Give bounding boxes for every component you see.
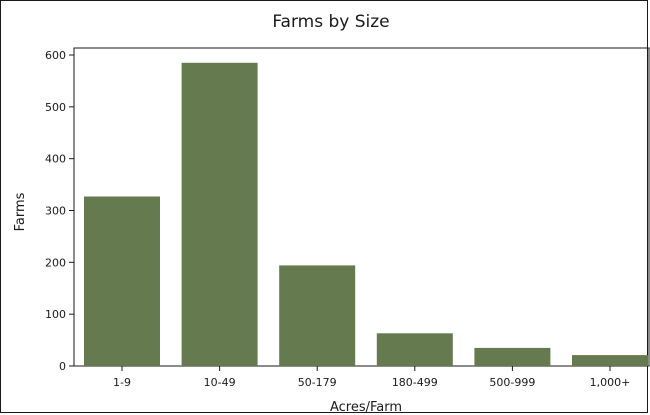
bars-group — [84, 62, 648, 367]
bar-5 — [572, 355, 648, 366]
bar-4 — [474, 347, 551, 366]
y-axis: 0 100 200 300 400 500 600 — [45, 49, 74, 373]
y-axis-label: Farms — [13, 192, 28, 231]
x-tick-label: 50-179 — [298, 376, 337, 389]
x-axis-label: Acres/Farm — [330, 400, 402, 415]
plot-area — [73, 47, 650, 367]
x-tick-label: 180-499 — [392, 376, 438, 389]
chart-title: Farms by Size — [272, 12, 389, 32]
bar-3 — [376, 333, 453, 366]
y-tick-label: 100 — [45, 308, 66, 321]
x-tick-label: 1,000+ — [590, 376, 631, 389]
y-tick-label: 400 — [45, 153, 66, 166]
x-tick-label: 500-999 — [489, 376, 535, 389]
x-axis: 1-9 10-49 50-179 180-499 500-999 1,000+ — [113, 366, 630, 389]
x-tick-label: 10-49 — [204, 376, 236, 389]
y-tick-label: 600 — [45, 49, 66, 62]
y-tick-label: 500 — [45, 101, 66, 114]
bar-0 — [84, 196, 160, 366]
bar-1 — [181, 62, 258, 367]
y-tick-label: 200 — [45, 256, 66, 269]
x-tick-label: 1-9 — [113, 376, 131, 389]
bar-2 — [279, 265, 356, 366]
y-tick-label: 0 — [59, 360, 66, 373]
y-tick-label: 300 — [45, 205, 66, 218]
